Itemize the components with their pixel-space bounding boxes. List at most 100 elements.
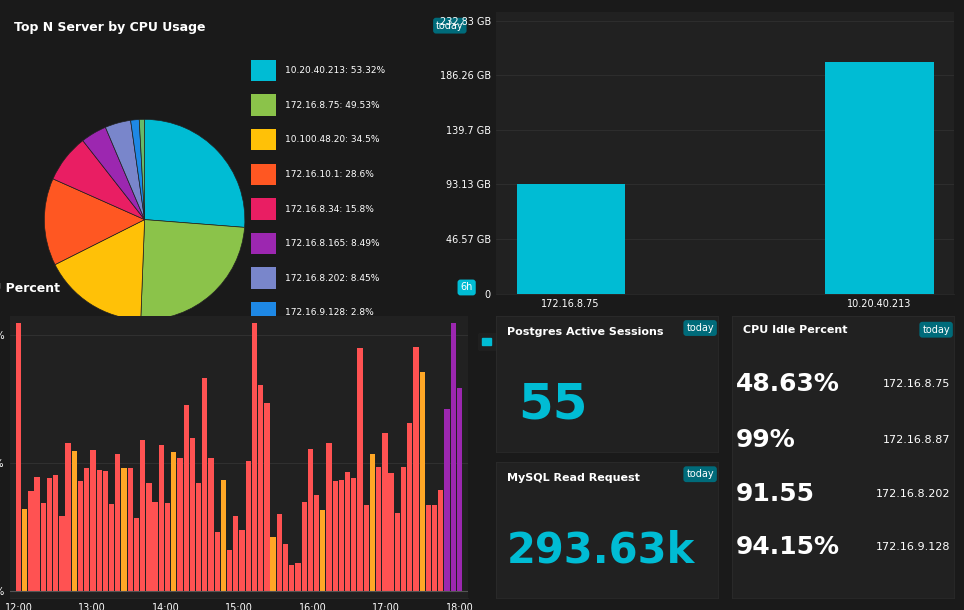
Bar [388,473,393,592]
Bar [183,406,189,592]
Text: 172.16.8.165: 8.49%: 172.16.8.165: 8.49% [284,239,379,248]
Text: Postgres Active Sessions: Postgres Active Sessions [507,327,663,337]
Bar [96,470,102,592]
Bar [308,450,313,592]
Wedge shape [83,127,145,220]
Bar [302,502,307,592]
Bar [277,514,281,592]
Bar [282,545,288,592]
Text: 172.16.8.87: 172.16.8.87 [882,435,950,445]
Text: 6h: 6h [461,282,472,292]
Text: today: today [686,469,714,479]
Bar [401,467,406,592]
Text: 48.63%: 48.63% [736,372,840,396]
Bar [444,409,449,592]
Text: 10.20.40.213: 53.32%: 10.20.40.213: 53.32% [284,66,385,75]
Bar [432,505,438,592]
Bar [239,530,245,592]
Text: today: today [686,323,714,333]
Bar [140,440,146,592]
Wedge shape [130,120,145,220]
Text: 91.55: 91.55 [736,482,816,506]
Bar [251,129,276,151]
Bar [394,512,400,592]
Bar [271,537,276,592]
Bar [221,480,227,592]
Bar [351,478,357,592]
Bar [35,476,40,592]
Bar [289,565,294,592]
Bar [264,403,270,592]
Bar [202,378,207,592]
Bar [414,346,418,592]
Bar [333,481,337,592]
Text: 172.16.10.1: 28.6%: 172.16.10.1: 28.6% [284,170,373,179]
Bar [103,471,108,592]
Bar [15,323,21,592]
Text: CPU Idle Percent: CPU Idle Percent [743,325,847,335]
Bar [251,337,276,358]
Bar [190,438,195,592]
Bar [84,468,90,592]
Bar [28,491,34,592]
Bar [233,515,238,592]
Bar [251,198,276,220]
Text: 172.16.8.75: 49.53%: 172.16.8.75: 49.53% [284,101,379,110]
Text: 172.16.9.2: 1.73%: 172.16.9.2: 1.73% [284,343,367,352]
Text: Top N Server by CPU Usage: Top N Server by CPU Usage [14,21,205,34]
Bar [407,423,413,592]
Bar [215,533,220,592]
Text: 172.16.9.128: 2.8%: 172.16.9.128: 2.8% [284,308,373,317]
Wedge shape [105,120,145,220]
Bar [517,184,625,294]
Bar [825,62,933,294]
Bar [345,472,350,592]
Wedge shape [53,141,145,220]
Bar [165,503,171,592]
Wedge shape [139,120,145,220]
Wedge shape [145,120,245,228]
Bar [419,371,425,592]
Text: 94.15%: 94.15% [736,535,841,559]
Bar [251,163,276,185]
Bar [320,510,326,592]
Text: MySQL Read Request: MySQL Read Request [507,473,640,483]
Bar [53,475,59,592]
Bar [383,433,388,592]
Bar [251,302,276,323]
Bar [327,443,332,592]
Bar [227,550,232,592]
Bar [91,451,95,592]
Text: today: today [436,21,464,30]
Bar [376,467,382,592]
Text: 172.16.8.202: 8.45%: 172.16.8.202: 8.45% [284,274,379,282]
Bar [121,468,126,592]
Wedge shape [55,220,145,320]
Text: 55: 55 [518,380,587,428]
Bar [258,385,263,592]
Text: 172.16.8.34: 15.8%: 172.16.8.34: 15.8% [284,204,373,214]
Bar [115,454,120,592]
Bar [71,451,77,592]
Bar [152,502,158,592]
Bar [251,267,276,289]
Text: 172.16.8.75: 172.16.8.75 [882,379,950,389]
Bar [457,387,462,592]
Text: 1/2: 1/2 [260,379,280,389]
Bar [295,562,301,592]
Bar [363,505,369,592]
Bar [40,503,46,592]
Text: 10.100.48.20: 34.5%: 10.100.48.20: 34.5% [284,135,379,145]
Bar [252,323,257,592]
Bar [370,453,375,592]
Text: today: today [923,325,950,335]
Bar [109,503,115,592]
Text: 99%: 99% [736,428,796,452]
Text: 293.63k: 293.63k [507,529,695,572]
Wedge shape [141,220,245,320]
Text: CPU Percent: CPU Percent [0,282,60,295]
Bar [127,468,133,592]
Bar [338,480,344,592]
Bar [314,495,319,592]
Bar [159,445,164,592]
